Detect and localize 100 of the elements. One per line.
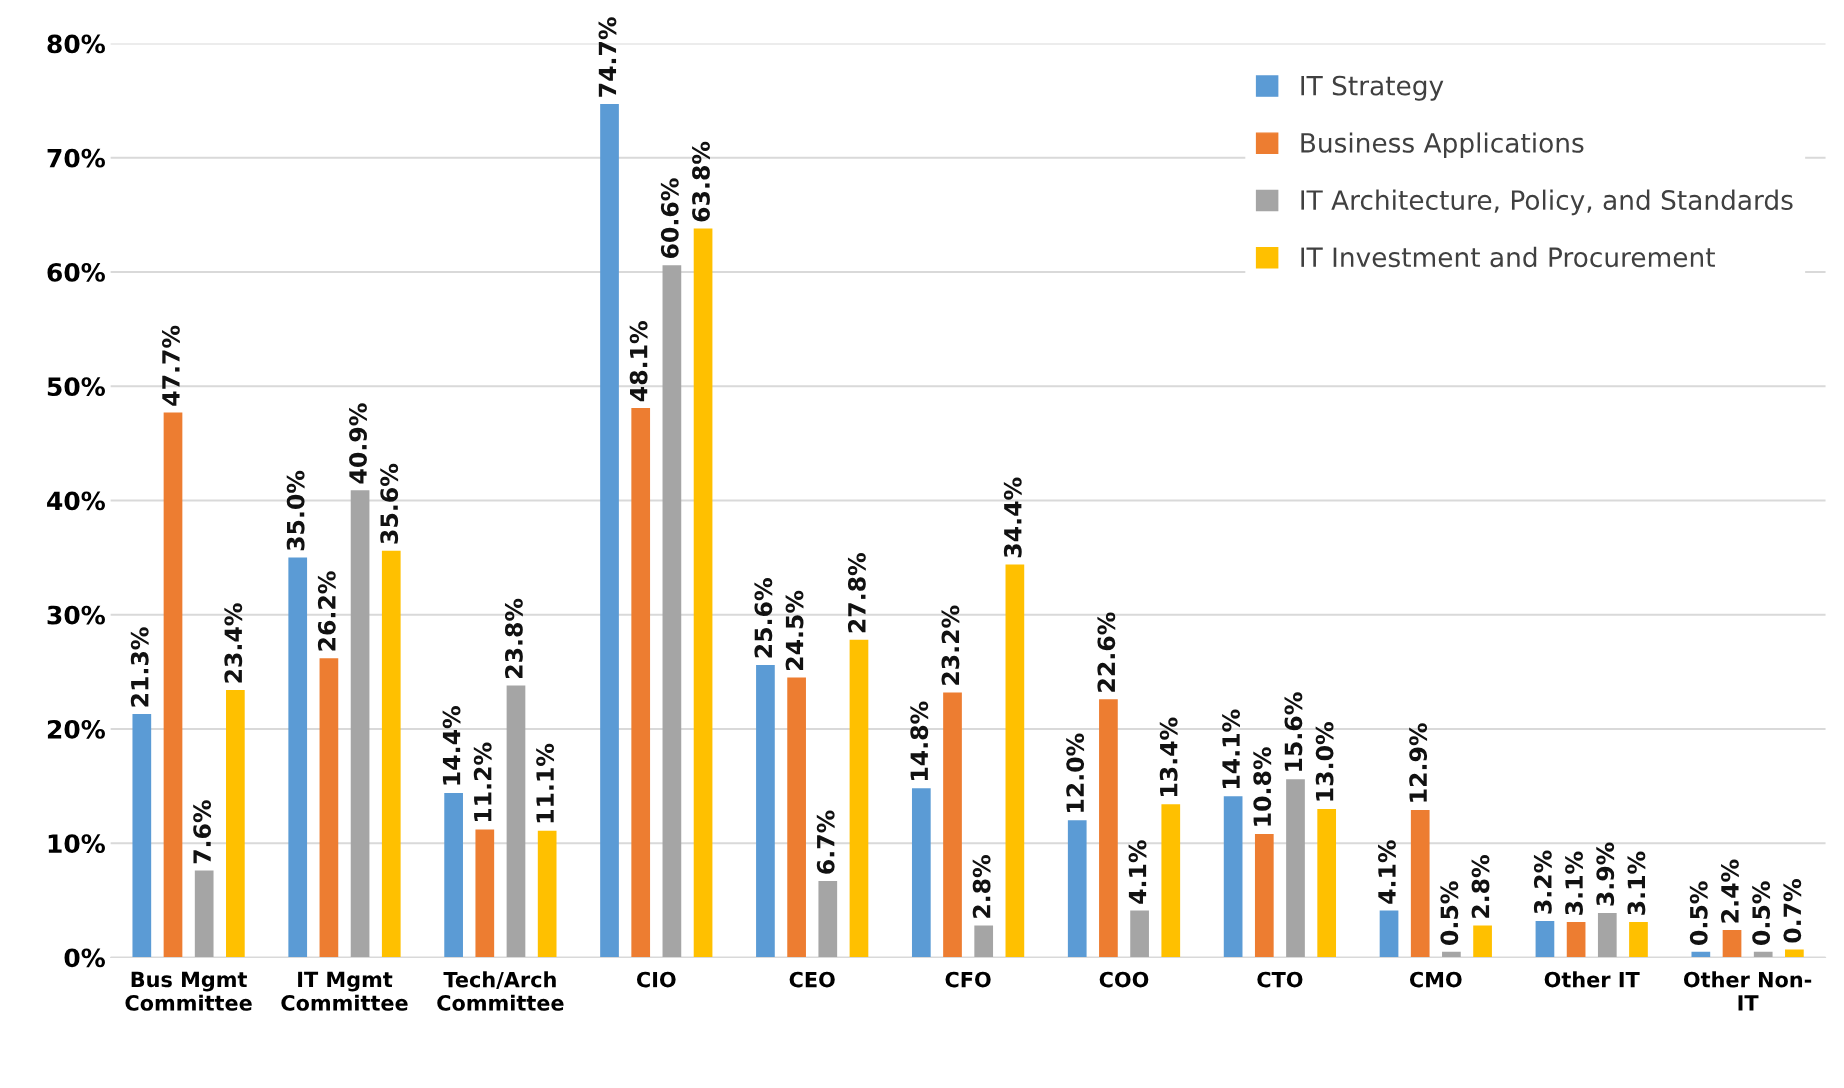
bar [1566, 922, 1586, 958]
bar [194, 870, 214, 958]
data-label: 0.5% [1440, 881, 1459, 945]
data-label: 14.8% [910, 701, 929, 780]
y-tick-label: 50% [47, 377, 105, 397]
bar [1223, 796, 1243, 958]
bar [631, 407, 651, 958]
data-label: 14.4% [442, 706, 461, 785]
x-tick-label: Bus Mgmt Committee [125, 971, 252, 1011]
bar [1130, 910, 1149, 958]
bar [1161, 804, 1181, 958]
data-label: 4.1% [1378, 840, 1396, 904]
data-label: 0.7% [1783, 879, 1802, 943]
bar [381, 550, 401, 958]
legend-label: IT Investment and Procurement [1301, 246, 1715, 268]
bar [818, 880, 838, 958]
y-tick-label: 70% [47, 148, 105, 168]
data-label: 14.1% [1222, 709, 1240, 788]
bar [1785, 949, 1804, 958]
y-tick-label: 30% [47, 605, 105, 625]
bar [662, 265, 682, 958]
data-label: 35.6% [380, 463, 399, 544]
bar [506, 685, 526, 958]
legend-label: Business Applications [1301, 132, 1584, 158]
data-label: 13.4% [1159, 717, 1178, 796]
data-label: 11.2% [473, 742, 492, 822]
bar [974, 925, 994, 958]
bar [1473, 925, 1492, 958]
x-tick-label: CIO [636, 971, 676, 988]
data-label: 2.4% [1721, 859, 1739, 923]
data-label: 12.0% [1066, 733, 1085, 812]
data-label: 23.4% [224, 603, 243, 683]
legend-label: IT Architecture, Policy, and Standards [1301, 189, 1793, 216]
data-label: 6.7% [816, 810, 835, 874]
bar [132, 714, 152, 958]
data-label: 10.8% [1253, 747, 1272, 826]
bar [1067, 820, 1087, 958]
data-label: 13.0% [1315, 722, 1334, 801]
bar [1597, 912, 1617, 958]
bar [911, 788, 931, 958]
data-label: 34.4% [1003, 477, 1022, 558]
x-tick-label: CTO [1257, 971, 1303, 988]
data-label: 24.5% [785, 590, 804, 670]
data-label: 2.8% [1471, 855, 1490, 918]
data-label: 22.6% [1097, 612, 1116, 692]
data-label: 12.9% [1409, 723, 1428, 802]
data-label: 4.1% [1128, 840, 1147, 904]
data-label: 0.5% [1689, 881, 1708, 945]
data-label: 15.6% [1284, 692, 1303, 771]
bar [1005, 564, 1025, 958]
x-tick-label: Tech/Arch Committee [437, 971, 564, 1011]
bar [163, 412, 183, 958]
x-tick-label: CEO [789, 971, 835, 988]
bar [756, 664, 775, 958]
bar [600, 104, 619, 958]
data-label: 40.9% [349, 403, 367, 484]
x-tick-label: Other Non- IT [1683, 971, 1812, 1011]
x-tick-label: CMO [1409, 971, 1462, 988]
bar [1317, 808, 1337, 958]
bar [350, 490, 370, 958]
bar [288, 557, 308, 958]
data-label: 26.2% [317, 571, 336, 651]
data-label: 2.8% [972, 855, 991, 918]
y-tick-label: 10% [48, 834, 105, 854]
bar [849, 639, 869, 958]
bar [444, 792, 463, 958]
data-label: 3.2% [1533, 850, 1552, 914]
x-tick-label: IT Mgmt Committee [281, 971, 408, 1011]
bar [1254, 834, 1274, 958]
y-tick-label: 60% [47, 262, 105, 282]
x-tick-label: COO [1099, 971, 1149, 988]
bar [943, 692, 962, 958]
x-tick-label: Other IT [1544, 971, 1640, 988]
data-label: 23.2% [941, 605, 960, 685]
bar [1535, 920, 1555, 958]
y-tick-label: 0% [64, 948, 105, 968]
data-label: 3.1% [1565, 851, 1583, 915]
bar [693, 228, 713, 958]
data-label: 47.7% [161, 325, 180, 406]
data-label: 27.8% [847, 552, 866, 633]
bar [1099, 699, 1118, 958]
y-tick-label: 40% [47, 491, 105, 511]
data-label: 21.3% [130, 627, 149, 707]
data-label: 25.6% [754, 578, 773, 658]
data-label: 7.6% [193, 800, 212, 864]
data-label: 11.1% [536, 743, 555, 823]
bar [1286, 779, 1305, 958]
bar [1722, 930, 1742, 958]
data-label: 74.7% [598, 17, 617, 97]
data-label: 35.0% [286, 470, 305, 551]
bar [1629, 922, 1648, 958]
bar [319, 658, 339, 958]
y-tick-label: 20% [47, 719, 105, 739]
data-label: 63.8% [692, 141, 710, 222]
legend-label: IT Strategy [1301, 75, 1444, 101]
y-tick-label: 80% [47, 34, 105, 54]
bar [226, 690, 245, 958]
data-label: 3.9% [1596, 842, 1615, 906]
bar [1410, 810, 1430, 958]
data-label: 60.6% [660, 178, 679, 258]
